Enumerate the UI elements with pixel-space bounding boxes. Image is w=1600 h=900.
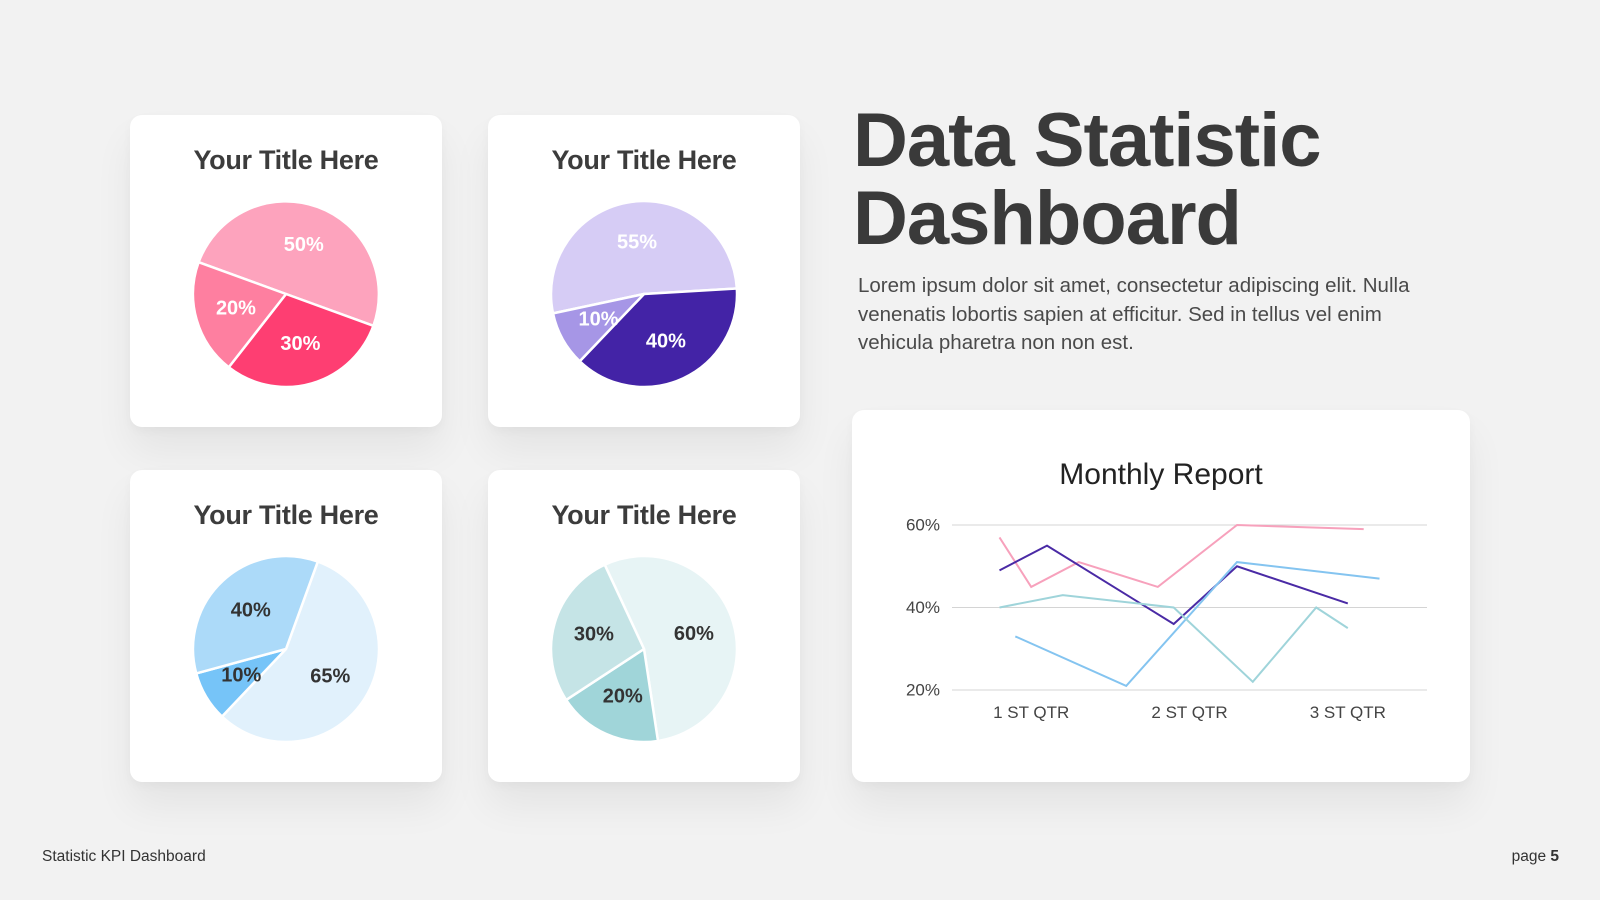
pie-slice: [578, 287, 739, 389]
pie-chart-1: 50% 30% 20%: [191, 200, 381, 389]
pie-chart-3: 65% 10% 40%: [191, 554, 381, 744]
line-chart: 20% 40% 60% 1 ST QTR 2 ST QTR 3 ST QTR: [906, 516, 1427, 722]
y-tick-label: 40%: [906, 598, 940, 617]
pie-slice: [549, 199, 739, 315]
x-tick-label: 2 ST QTR: [1151, 703, 1227, 722]
series-line: [999, 544, 1349, 626]
y-tick-label: 60%: [906, 516, 940, 535]
pie-card-4: Your Title Here 60% 20% 30%: [488, 470, 800, 782]
page-label: page: [1511, 848, 1547, 865]
pie-slice: [220, 560, 381, 744]
pie-slice-label: 10%: [221, 665, 261, 687]
x-tick-label: 1 ST QTR: [993, 703, 1069, 722]
pie-slice: [603, 554, 739, 743]
pie-card-2: Your Title Here 55% 40% 10%: [488, 115, 800, 427]
series-line: [1014, 561, 1380, 688]
pie-slice-label: 30%: [574, 624, 614, 646]
pie-slice: [197, 200, 381, 328]
description-text: Lorem ipsum dolor sit amet, consectetur …: [858, 274, 1410, 354]
pie-slice: [564, 647, 660, 744]
page-title: Data Statistic Dashboard: [853, 102, 1321, 258]
pie-slice: [227, 292, 375, 389]
pie-slice-label: 50%: [284, 234, 324, 256]
monthly-report-card: Monthly Report 20% 40% 60% 1 ST QTR 2 ST QTR…: [852, 410, 1470, 782]
pie-chart-2: 55% 40% 10%: [549, 199, 739, 389]
pie-slice: [191, 260, 288, 369]
pie-slice-label: 40%: [231, 600, 271, 622]
pie-slice-label: 20%: [603, 686, 643, 708]
pie-slice: [191, 554, 320, 675]
line-chart-title: Monthly Report: [1059, 458, 1263, 491]
pie-slice: [551, 292, 646, 363]
page-number-value: 5: [1550, 848, 1559, 865]
pie-card-1: Your Title Here 50% 30% 20%: [130, 115, 442, 427]
footer-title: Statistic KPI Dashboard: [42, 848, 206, 865]
pie-slice: [549, 563, 646, 702]
pie-slice-label: 10%: [578, 308, 618, 330]
pie-card-title: Your Title Here: [193, 145, 379, 175]
pie-chart-4: 60% 20% 30%: [549, 554, 739, 744]
page-title-line-2: Dashboard: [853, 176, 1242, 261]
pie-slice-label: 40%: [646, 330, 686, 352]
pie-card-title: Your Title Here: [193, 500, 379, 530]
pie-slice-label: 65%: [310, 665, 350, 687]
pie-card-title: Your Title Here: [551, 500, 737, 530]
pie-slice-label: 30%: [280, 333, 320, 355]
pie-card-3: Your Title Here 65% 10% 40%: [130, 470, 442, 782]
pie-slice-label: 20%: [216, 297, 256, 319]
pie-slice-label: 55%: [617, 231, 657, 253]
x-tick-label: 3 ST QTR: [1310, 703, 1386, 722]
series-line: [998, 523, 1364, 589]
y-tick-label: 20%: [906, 681, 940, 700]
pie-card-title: Your Title Here: [551, 145, 737, 175]
pie-slice-label: 60%: [674, 623, 714, 645]
page-title-line-1: Data Statistic: [853, 98, 1321, 183]
series-line: [999, 594, 1349, 684]
page-number: page 5: [1512, 848, 1559, 866]
